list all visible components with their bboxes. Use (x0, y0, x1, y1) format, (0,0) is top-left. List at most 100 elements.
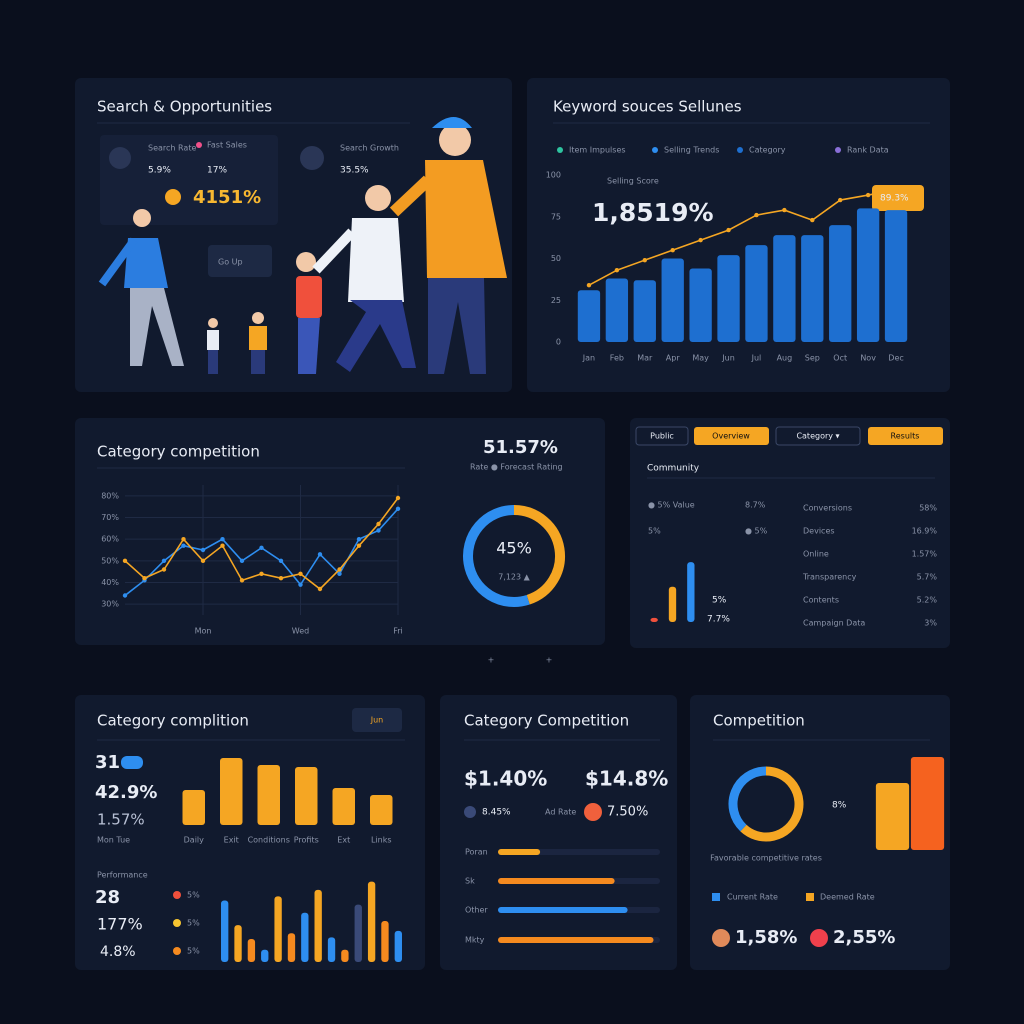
panel-title: Search & Opportunities (97, 98, 272, 116)
legend-text: Deemed Rate (820, 893, 875, 902)
x-tick-label: Exit (224, 836, 239, 845)
button[interactable] (635, 426, 689, 446)
legs (336, 300, 416, 372)
panel-title: Competition (713, 712, 805, 730)
x-tick-label: Aug (777, 354, 793, 363)
button-text[interactable]: Category ▾ (796, 432, 839, 441)
legend-dot (835, 147, 841, 153)
head (133, 209, 151, 227)
y-tick-label: 100 (546, 171, 561, 180)
legend-text: 5% (187, 919, 200, 928)
big-value: 1,8519% (592, 198, 714, 227)
stat: 5% (712, 596, 727, 606)
card-name: Search Growth (340, 144, 399, 153)
point (161, 558, 167, 564)
button[interactable] (694, 427, 769, 445)
donut-segment (740, 766, 804, 842)
panel (630, 418, 950, 648)
row-value: 5.2% (917, 596, 938, 605)
row-label: Online (803, 550, 829, 559)
bar (773, 235, 796, 342)
x-tick-label: Daily (184, 836, 205, 845)
x-tick-label: Sep (805, 354, 820, 363)
x-tick-label: Mar (637, 354, 653, 363)
point (317, 586, 323, 592)
row-value: 1.57% (912, 550, 938, 559)
x-tick-label: May (692, 354, 709, 363)
bar (257, 765, 280, 825)
row-label: Contents (803, 596, 839, 605)
point (122, 558, 128, 564)
bar (274, 896, 282, 962)
card-value: 17% (207, 166, 227, 176)
small-value: 7.50% (607, 805, 648, 820)
bar (668, 586, 677, 622)
x-tick-label: Jul (751, 354, 762, 363)
head (365, 185, 391, 211)
bar (261, 949, 269, 962)
stat-label: Performance (97, 871, 148, 880)
bar (661, 258, 684, 342)
bar (182, 790, 205, 825)
bar (221, 900, 229, 962)
bar (605, 278, 629, 342)
point (376, 521, 381, 527)
card-value: 35.5% (340, 166, 369, 176)
bar (650, 617, 658, 622)
jacket (425, 160, 507, 278)
point (782, 207, 787, 213)
row-label: Campaign Data (803, 619, 865, 628)
y-tick-label: 25 (551, 296, 561, 305)
bar (856, 208, 880, 342)
legend-text: Category (749, 146, 786, 155)
legend-dot (652, 147, 658, 153)
button[interactable] (868, 427, 943, 445)
button-text[interactable]: Public (650, 432, 674, 441)
bar (327, 937, 336, 962)
dot (173, 919, 181, 927)
bar (687, 562, 695, 622)
x-tick-label: Wed (292, 627, 309, 636)
y-tick-label: 40% (101, 578, 119, 587)
bar (875, 783, 910, 850)
deco: + (546, 656, 553, 665)
donut-segment (463, 505, 530, 607)
body (296, 276, 322, 318)
row-label: Mkty (465, 936, 485, 945)
caption: Favorable competitive rates (710, 854, 822, 863)
row-label: Poran (465, 848, 488, 857)
body (348, 218, 404, 302)
y-tick-label: 70% (101, 513, 119, 522)
point (298, 571, 303, 577)
y-tick-label: 60% (101, 535, 119, 544)
arm (312, 228, 356, 274)
body (207, 330, 219, 350)
x-tick-label: Ext (337, 836, 350, 845)
small-value: 8.45% (482, 808, 511, 818)
bar (801, 235, 824, 342)
legend-dot (737, 147, 743, 153)
tag (352, 708, 402, 732)
y-tick-label: 50 (551, 254, 561, 263)
point (181, 536, 186, 542)
progress-bar (498, 907, 628, 913)
button-text[interactable]: Results (891, 432, 920, 441)
row-value: 3% (924, 619, 937, 628)
bar (367, 881, 376, 962)
kpi: 51.57% (483, 437, 558, 458)
button[interactable] (775, 426, 861, 446)
x-tick-label: Links (371, 836, 392, 845)
point (395, 495, 401, 501)
button-text[interactable]: Overview (712, 432, 750, 441)
legend-text: Selling Trends (664, 146, 719, 155)
bar (247, 939, 256, 962)
point (220, 543, 225, 548)
legend-swatch (806, 893, 814, 901)
legs (298, 318, 320, 374)
row-value: 5.7% (917, 573, 938, 582)
point (726, 227, 731, 233)
tag-text: 89.3% (880, 194, 909, 204)
legs (251, 350, 265, 374)
stat: 7.7% (707, 615, 730, 625)
point (810, 217, 815, 223)
